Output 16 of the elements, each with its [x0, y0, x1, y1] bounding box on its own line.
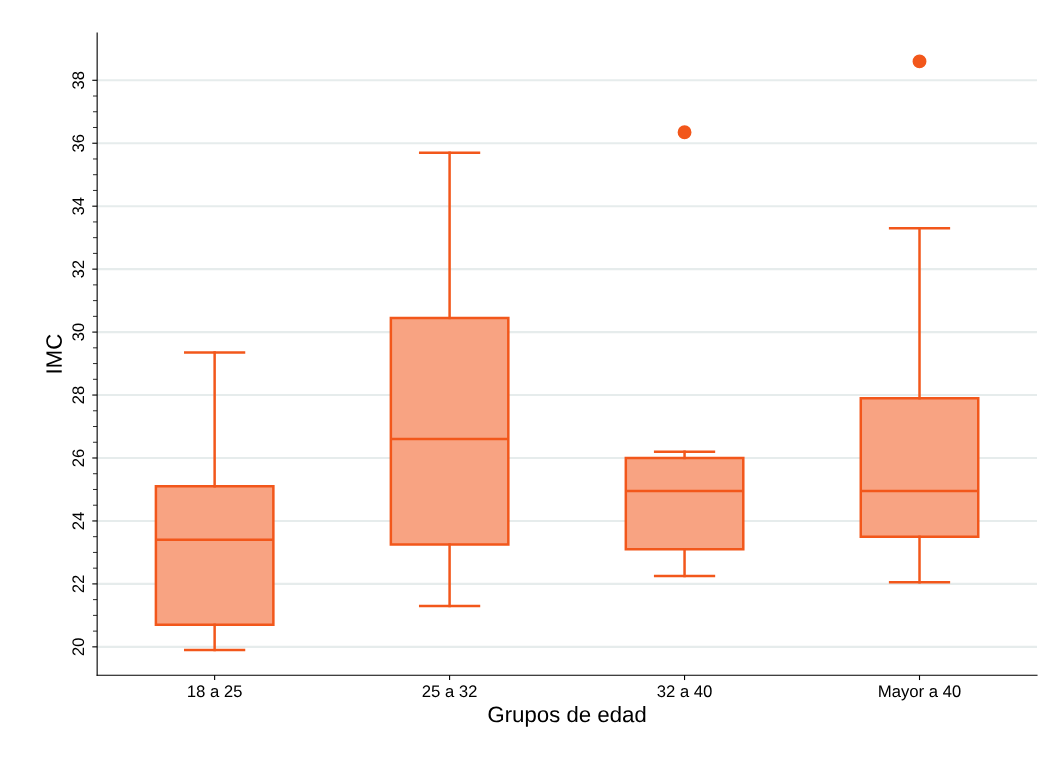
y-tick-label: 20	[72, 638, 85, 656]
y-tick-label: 28	[72, 386, 85, 404]
y-tick-label: 24	[72, 512, 84, 530]
y-tick-label: 38	[72, 71, 85, 89]
x-tick-label: 18 a 25	[188, 685, 242, 698]
y-tick-label: 30	[72, 323, 85, 341]
x-tick-label: Mayor a 40	[879, 685, 961, 701]
y-axis-title: IMC	[46, 334, 62, 373]
y-tick-label: 26	[72, 449, 85, 467]
x-axis-title: Grupos de edad	[488, 706, 646, 727]
y-tick-label: 36	[72, 134, 85, 152]
x-tick-label: 32 a 40	[657, 685, 712, 698]
y-tick-label: 32	[72, 260, 85, 278]
x-tick-label: 25 a 32	[422, 685, 477, 698]
y-tick-label: 34	[72, 197, 85, 215]
y-tick-label: 22	[72, 575, 84, 593]
